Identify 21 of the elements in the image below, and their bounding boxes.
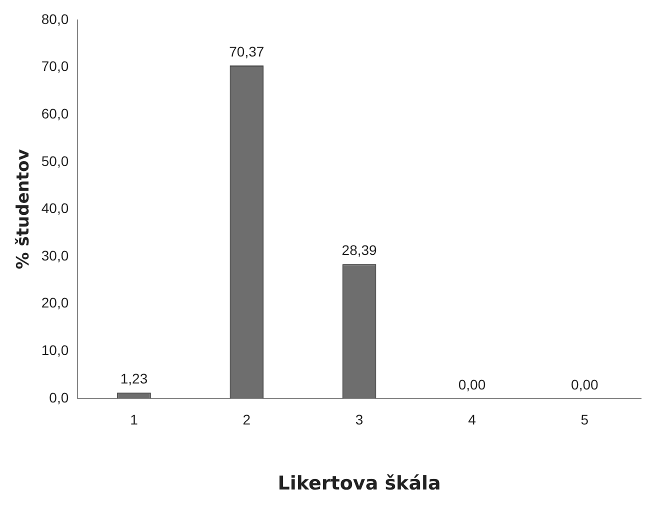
- y-tick-label: 70,0: [41, 58, 69, 74]
- y-tick-label: 30,0: [41, 247, 69, 264]
- y-tick-label: 80,0: [41, 10, 69, 27]
- y-tick-label: 0,0: [49, 389, 69, 406]
- y-tick-label: 20,0: [41, 294, 69, 311]
- x-tick-label: 2: [242, 412, 251, 428]
- y-tick-label: 40,0: [41, 200, 69, 216]
- data-label: 0,00: [458, 376, 486, 392]
- y-tick-label: 50,0: [41, 152, 69, 169]
- y-axis-title: % študentov: [14, 149, 34, 270]
- x-tick-label: 4: [468, 412, 476, 428]
- x-tick-label: 5: [580, 412, 589, 428]
- x-axis-title: Likertova škála: [278, 472, 441, 495]
- y-tick-label: 60,0: [41, 105, 69, 122]
- x-tick-label: 3: [355, 412, 364, 428]
- y-tick-label: 10,0: [41, 342, 69, 358]
- x-tick-label: 1: [130, 412, 138, 428]
- data-label: 70,37: [229, 43, 264, 60]
- data-label: 1,23: [120, 370, 148, 386]
- data-label: 28,39: [342, 242, 378, 258]
- data-label: 0,00: [571, 376, 598, 392]
